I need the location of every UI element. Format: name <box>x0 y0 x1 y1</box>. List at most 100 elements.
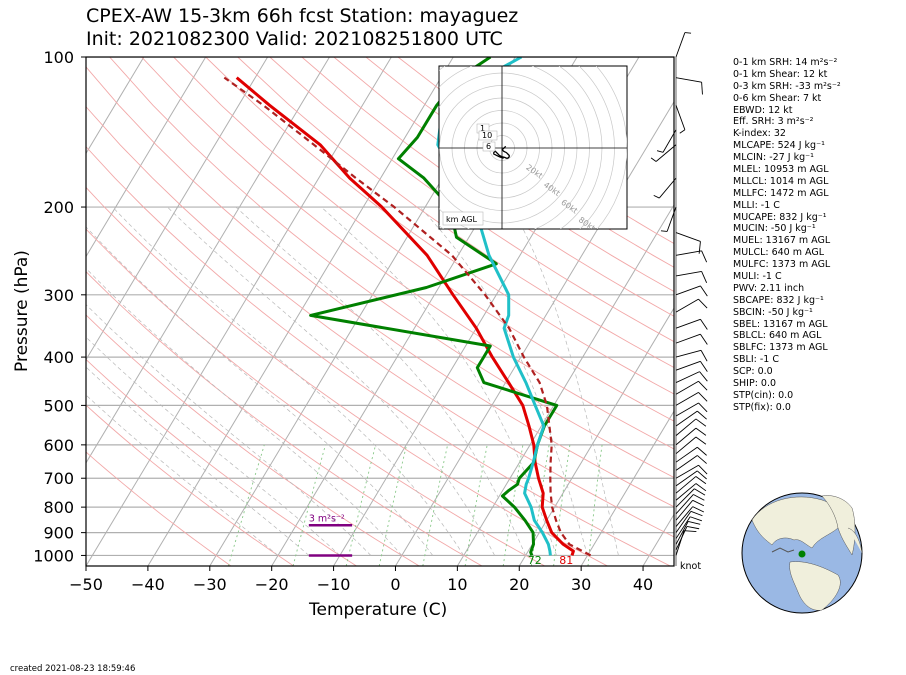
dry-adiabat <box>86 146 671 566</box>
index-line: 0-6 km Shear: 7 kt <box>733 92 822 104</box>
isotherm <box>518 307 674 566</box>
index-line: PWV: 2.11 inch <box>733 282 805 294</box>
wind-barb <box>675 349 708 362</box>
x-tick-label: 10 <box>447 575 467 594</box>
mixing-ratio-line <box>227 444 265 566</box>
dry-adiabat <box>109 57 674 478</box>
dry-adiabat <box>86 228 546 566</box>
moist-adiabat <box>167 206 496 556</box>
isotherm <box>86 57 145 155</box>
mixing-ratio-line <box>587 444 603 566</box>
dry-adiabat <box>86 358 357 566</box>
wind-barb <box>675 499 705 521</box>
dry-adiabat <box>301 57 674 317</box>
mixing-ratio-line <box>345 444 377 566</box>
x-tick-label: 20 <box>509 575 529 594</box>
hodograph-height-label: 6 <box>486 142 491 151</box>
index-line: MULFC: 1373 m AGL <box>733 259 831 271</box>
wind-barb <box>675 494 705 515</box>
wind-barb <box>675 470 707 487</box>
mixing-ratio-line <box>553 444 571 566</box>
y-tick-label: 500 <box>43 396 74 415</box>
dry-adiabat <box>86 451 232 566</box>
index-line: MLLI: -1 C <box>733 199 780 211</box>
y-tick-label: 900 <box>43 524 74 543</box>
index-line: MULCL: 640 m AGL <box>733 247 825 259</box>
hodograph-height-label: 10 <box>482 131 492 140</box>
dry-adiabat <box>86 270 483 566</box>
y-tick-label: 100 <box>43 48 74 67</box>
dry-adiabat <box>269 57 674 343</box>
index-line: SHIP: 0.0 <box>733 378 777 390</box>
hodograph-height-label: 1 <box>480 124 485 133</box>
index-line: SBCIN: -50 J kg⁻¹ <box>733 306 813 318</box>
dry-adiabat <box>86 66 674 508</box>
wind-barb <box>675 318 708 330</box>
index-line: 0-1 km Shear: 12 kt <box>733 68 828 80</box>
created-timestamp: created 2021-08-23 18:59:46 <box>10 664 136 674</box>
moist-adiabat <box>320 206 557 556</box>
wind-barb <box>675 105 686 134</box>
wind-barb <box>675 506 705 527</box>
wind-barb <box>675 516 703 539</box>
index-line: EBWD: 12 kt <box>733 104 793 116</box>
x-tick-label: −50 <box>69 575 103 594</box>
y-axis-label: Pressure (hPa) <box>12 250 32 372</box>
index-line: STP(cin): 0.0 <box>733 389 794 401</box>
wind-barb <box>675 232 701 254</box>
wind-barb <box>660 206 677 232</box>
moist-adiabat <box>86 394 279 556</box>
index-line: SCP: 0.0 <box>733 366 773 378</box>
hodograph-trace <box>493 145 510 159</box>
dry-adiabat <box>173 57 674 422</box>
wind-barb <box>675 525 700 551</box>
station-marker <box>798 550 806 558</box>
y-tick-label: 300 <box>43 286 74 305</box>
y-tick-label: 1000 <box>33 546 74 565</box>
wind-barb <box>675 446 707 463</box>
isotherm <box>86 57 207 258</box>
index-line: MUEL: 13167 m AGL <box>733 235 831 247</box>
wind-barb <box>675 464 708 479</box>
y-tick-label: 400 <box>43 348 74 367</box>
x-tick-label: 40 <box>633 575 653 594</box>
locator-globe <box>741 492 863 614</box>
y-tick-label: 800 <box>43 498 74 517</box>
wind-barb <box>675 410 707 427</box>
wind-barb <box>675 285 708 297</box>
isotherm <box>395 100 674 566</box>
y-tick-label: 200 <box>43 198 74 217</box>
surface-value-label: 81 <box>559 554 573 567</box>
wind-barb <box>675 476 707 494</box>
caribbean-islands <box>771 547 795 553</box>
wind-barb <box>675 250 708 263</box>
index-line: SBLCL: 640 m AGL <box>733 330 822 342</box>
wind-barb <box>675 392 708 406</box>
wind-barb <box>675 418 707 436</box>
dry-adiabat <box>86 106 674 538</box>
moist-adiabat <box>112 206 464 556</box>
x-tick-label: 30 <box>571 575 591 594</box>
wind-barb <box>675 77 703 95</box>
moist-adiabat <box>511 206 619 556</box>
wind-barb <box>675 333 708 345</box>
x-tick-label: −30 <box>193 575 227 594</box>
index-line: SBEL: 13167 m AGL <box>733 318 828 330</box>
index-line: Eff. SRH: 3 m²s⁻² <box>733 116 814 128</box>
wind-barb <box>650 144 677 162</box>
moist-adiabat <box>419 206 588 556</box>
index-line: SBLFC: 1373 m AGL <box>733 342 828 354</box>
isotherm <box>86 57 269 361</box>
index-line: STP(fix): 0.0 <box>733 401 791 413</box>
moist-adiabat <box>86 336 341 556</box>
index-line: MULI: -1 C <box>733 271 782 283</box>
x-tick-label: −40 <box>131 575 165 594</box>
isotherm <box>580 410 674 566</box>
x-tick-label: −20 <box>255 575 289 594</box>
parcel-line <box>223 76 592 557</box>
index-line: SBCAPE: 832 J kg⁻¹ <box>733 294 824 306</box>
wind-barb <box>675 436 707 455</box>
dry-adiabat <box>365 57 674 268</box>
srh-marker-label: 3 m²s⁻² <box>309 513 345 524</box>
mixing-ratio-line <box>422 444 449 566</box>
